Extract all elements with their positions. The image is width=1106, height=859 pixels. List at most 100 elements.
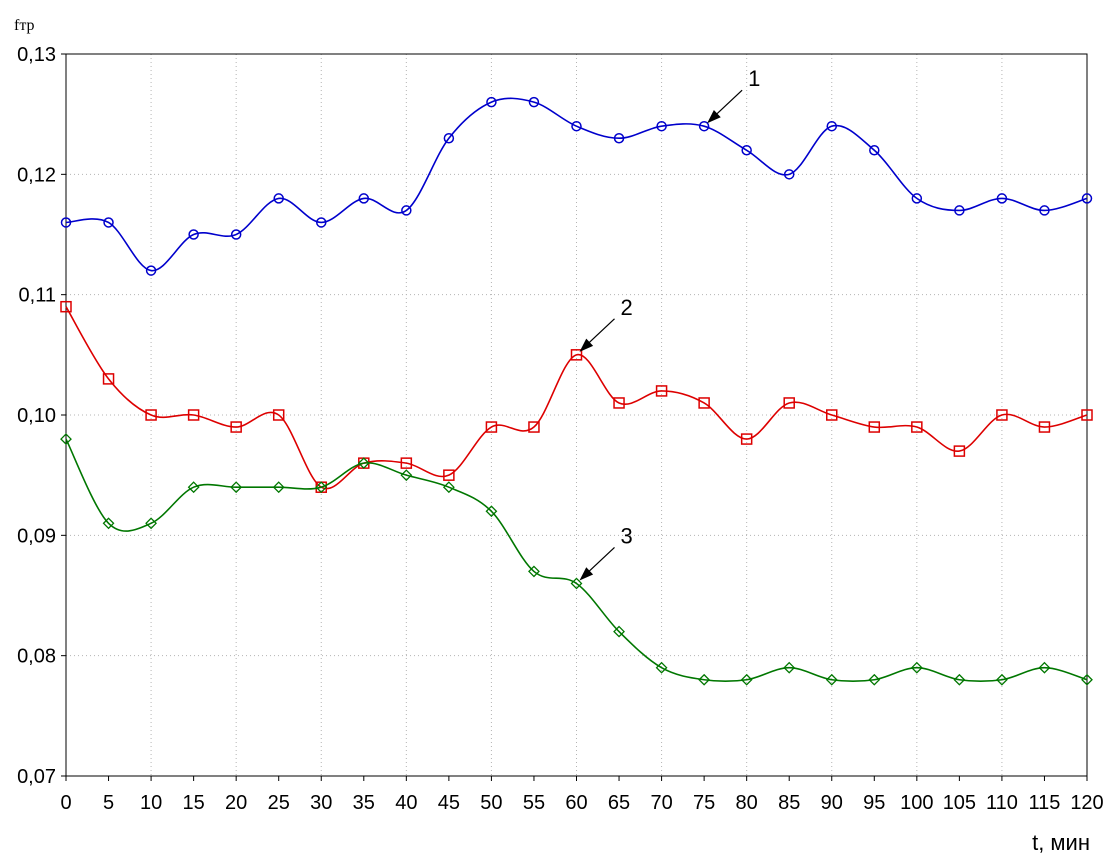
data-point <box>486 96 497 108</box>
data-point <box>613 132 625 144</box>
callout-arrowhead <box>707 109 721 124</box>
data-point <box>187 409 200 421</box>
data-point <box>1081 673 1093 686</box>
x-tick-label: 85 <box>778 792 800 814</box>
x-tick-label: 100 <box>900 792 933 814</box>
x-axis-label: t, мин <box>1032 830 1090 855</box>
callout-label: 2 <box>621 295 633 320</box>
y-tick-label: 0,10 <box>17 405 56 427</box>
data-point <box>485 421 498 433</box>
data-point <box>570 577 583 590</box>
data-point <box>868 421 881 433</box>
data-point <box>995 673 1008 686</box>
series-line <box>65 97 1088 272</box>
data-point <box>442 481 455 494</box>
data-point <box>1038 661 1051 674</box>
data-point <box>230 229 242 240</box>
data-point <box>528 96 540 108</box>
x-tick-label: 20 <box>225 792 247 814</box>
data-point <box>230 481 243 494</box>
data-point <box>272 481 285 494</box>
x-tick-label: 0 <box>60 792 71 814</box>
data-point <box>400 457 413 469</box>
series-2 <box>60 300 1093 493</box>
x-tick-label: 115 <box>1029 792 1061 814</box>
data-point <box>102 517 115 530</box>
data-point <box>826 409 838 421</box>
callout-arrowhead <box>579 567 594 581</box>
data-point <box>273 193 284 204</box>
data-point <box>145 517 158 530</box>
data-point <box>570 349 583 361</box>
data-point <box>316 217 327 228</box>
callout-arrowhead <box>579 338 594 352</box>
x-tick-label: 45 <box>438 792 460 814</box>
data-point <box>60 217 72 228</box>
data-point <box>996 409 1008 421</box>
data-point <box>145 409 157 421</box>
data-point <box>272 409 285 421</box>
data-point <box>528 565 540 578</box>
data-point <box>655 385 668 397</box>
data-point <box>485 505 498 518</box>
data-point <box>358 193 370 204</box>
data-point <box>60 300 72 313</box>
data-point <box>783 661 796 674</box>
data-point <box>656 120 667 132</box>
data-point <box>103 217 114 228</box>
data-point <box>783 397 795 409</box>
x-tick-label: 105 <box>943 792 976 814</box>
y-axis-label: fтр <box>14 17 35 34</box>
x-tick-label: 50 <box>480 792 502 814</box>
data-point <box>1081 409 1093 421</box>
data-point <box>188 229 199 240</box>
x-tick-label: 95 <box>863 792 885 814</box>
y-tick-label: 0,07 <box>17 766 56 788</box>
data-point <box>655 661 668 674</box>
data-point <box>102 373 115 385</box>
grid-lines <box>66 54 1087 776</box>
data-point <box>443 469 455 481</box>
data-point <box>443 132 455 144</box>
data-point <box>741 145 752 156</box>
data-point <box>60 433 72 445</box>
data-point <box>868 673 881 686</box>
x-tick-label: 70 <box>650 792 672 814</box>
callout-label: 1 <box>748 66 760 91</box>
data-point <box>698 673 711 686</box>
data-point <box>954 205 965 216</box>
data-point <box>571 120 582 132</box>
data-point <box>145 265 157 276</box>
data-point <box>783 169 795 180</box>
data-point <box>911 421 923 433</box>
x-tick-label: 65 <box>608 792 630 814</box>
x-tick-label: 35 <box>353 792 375 814</box>
x-tick-label: 60 <box>565 792 587 814</box>
callout-3: 3 <box>579 523 633 581</box>
data-point <box>825 673 838 686</box>
series-line <box>65 438 1088 683</box>
y-tick-label: 0,12 <box>17 164 56 186</box>
callout-label: 3 <box>621 523 633 548</box>
y-tick-label: 0,11 <box>19 285 56 307</box>
data-point <box>400 469 413 482</box>
x-tick-label: 55 <box>523 792 545 814</box>
data-point <box>230 421 242 433</box>
data-point <box>698 397 710 409</box>
data-point <box>613 397 625 409</box>
series-line <box>65 306 1088 490</box>
data-point <box>1038 421 1051 433</box>
data-point <box>911 193 923 204</box>
x-tick-label: 80 <box>736 792 758 814</box>
data-point <box>953 673 966 686</box>
x-tick-label: 15 <box>183 792 205 814</box>
data-point <box>698 120 710 132</box>
series-layer <box>60 96 1093 686</box>
data-point <box>826 120 837 132</box>
data-point <box>953 445 966 457</box>
data-point <box>996 193 1008 204</box>
tick-labels: 0,07 0,08 0,09 0,10 0,11 0,12 0,13 0 5 10 15 20 25 30… <box>17 44 1104 814</box>
x-tick-label: 30 <box>310 792 332 814</box>
